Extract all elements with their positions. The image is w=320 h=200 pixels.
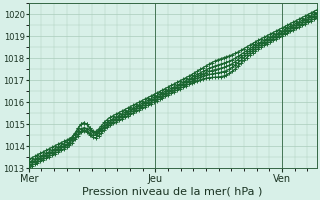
X-axis label: Pression niveau de la mer( hPa ): Pression niveau de la mer( hPa ) xyxy=(83,187,263,197)
